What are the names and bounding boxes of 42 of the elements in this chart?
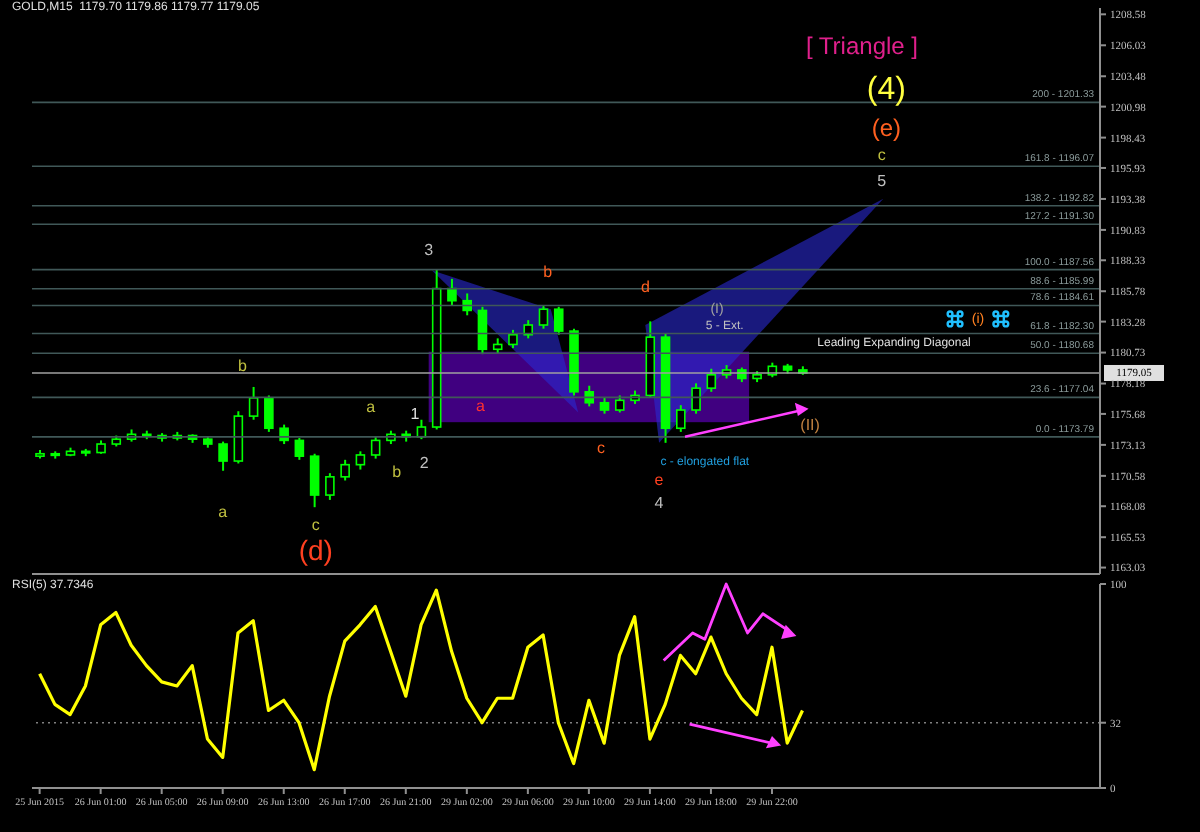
annotation: 1 xyxy=(410,405,421,424)
annotation: (II) xyxy=(800,416,821,435)
candlestick xyxy=(462,292,472,317)
annotation: a xyxy=(476,396,487,415)
annotation: (e) xyxy=(871,113,902,142)
candlestick xyxy=(340,458,350,482)
line-series xyxy=(38,588,805,772)
annotation: 5 xyxy=(877,171,888,190)
annotation: (4) xyxy=(866,73,906,108)
annotation: b xyxy=(392,463,403,482)
candlestick xyxy=(538,304,549,330)
annotation: e xyxy=(654,470,665,489)
candlestick xyxy=(264,394,274,433)
candlestick xyxy=(248,385,259,421)
candlestick xyxy=(294,436,305,461)
annotation: b xyxy=(238,356,249,375)
annotation: a xyxy=(218,503,229,522)
candlestick xyxy=(553,305,564,336)
candlestick xyxy=(233,410,244,465)
annotation: 4 xyxy=(654,493,665,512)
candlestick xyxy=(523,319,534,340)
annotation: 3 xyxy=(424,241,435,260)
annotation: c xyxy=(597,439,606,458)
candlestick xyxy=(355,450,366,471)
annotation: d xyxy=(640,277,650,296)
candlestick xyxy=(309,452,320,509)
candlestick xyxy=(370,435,381,460)
candlestick xyxy=(325,472,335,501)
candlestick xyxy=(447,277,457,307)
annotation: 2 xyxy=(419,453,430,472)
candlestick xyxy=(508,328,518,350)
candlestick xyxy=(706,367,717,393)
annotation: c xyxy=(877,146,886,165)
candlestick xyxy=(676,404,686,433)
annotation: a xyxy=(366,397,377,416)
candlestick xyxy=(218,440,228,472)
annotation: (d) xyxy=(298,533,333,566)
annotation: [ Triangle ] xyxy=(805,32,919,61)
annotation: b xyxy=(543,263,554,281)
candlestick xyxy=(477,305,488,356)
candlestick xyxy=(691,382,701,415)
annotation: c xyxy=(311,515,320,534)
